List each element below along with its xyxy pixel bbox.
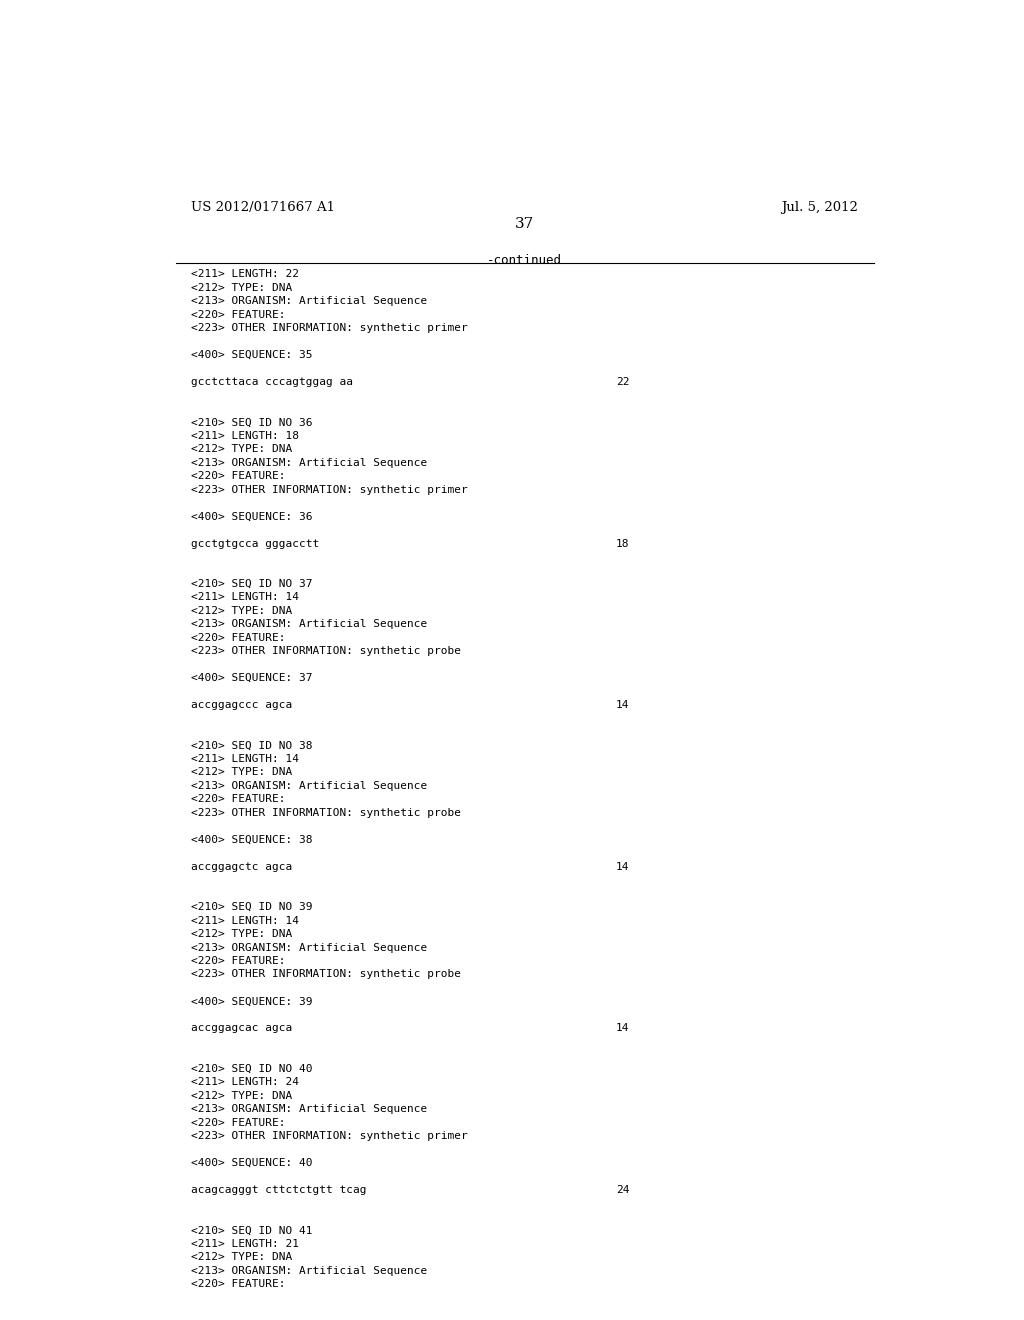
Text: <211> LENGTH: 14: <211> LENGTH: 14 xyxy=(191,593,299,602)
Text: 14: 14 xyxy=(616,862,630,871)
Text: 14: 14 xyxy=(616,1023,630,1034)
Text: <212> TYPE: DNA: <212> TYPE: DNA xyxy=(191,1253,293,1262)
Text: <213> ORGANISM: Artificial Sequence: <213> ORGANISM: Artificial Sequence xyxy=(191,1104,428,1114)
Text: <212> TYPE: DNA: <212> TYPE: DNA xyxy=(191,767,293,777)
Text: <220> FEATURE:: <220> FEATURE: xyxy=(191,632,286,643)
Text: <220> FEATURE:: <220> FEATURE: xyxy=(191,471,286,482)
Text: <210> SEQ ID NO 40: <210> SEQ ID NO 40 xyxy=(191,1064,313,1073)
Text: <211> LENGTH: 21: <211> LENGTH: 21 xyxy=(191,1239,299,1249)
Text: <212> TYPE: DNA: <212> TYPE: DNA xyxy=(191,606,293,616)
Text: US 2012/0171667 A1: US 2012/0171667 A1 xyxy=(191,201,336,214)
Text: acagcagggt cttctctgtt tcag: acagcagggt cttctctgtt tcag xyxy=(191,1185,367,1195)
Text: <213> ORGANISM: Artificial Sequence: <213> ORGANISM: Artificial Sequence xyxy=(191,619,428,630)
Text: 18: 18 xyxy=(616,539,630,549)
Text: <223> OTHER INFORMATION: synthetic primer: <223> OTHER INFORMATION: synthetic prime… xyxy=(191,484,468,495)
Text: <220> FEATURE:: <220> FEATURE: xyxy=(191,956,286,966)
Text: 22: 22 xyxy=(616,378,630,387)
Text: 37: 37 xyxy=(515,218,535,231)
Text: <223> OTHER INFORMATION: synthetic probe: <223> OTHER INFORMATION: synthetic probe xyxy=(191,808,462,818)
Text: <212> TYPE: DNA: <212> TYPE: DNA xyxy=(191,282,293,293)
Text: accggagccc agca: accggagccc agca xyxy=(191,700,293,710)
Text: -continued: -continued xyxy=(487,253,562,267)
Text: <223> OTHER INFORMATION: synthetic probe: <223> OTHER INFORMATION: synthetic probe xyxy=(191,647,462,656)
Text: <400> SEQUENCE: 37: <400> SEQUENCE: 37 xyxy=(191,673,313,684)
Text: <212> TYPE: DNA: <212> TYPE: DNA xyxy=(191,445,293,454)
Text: <212> TYPE: DNA: <212> TYPE: DNA xyxy=(191,929,293,939)
Text: <220> FEATURE:: <220> FEATURE: xyxy=(191,1279,286,1290)
Text: 24: 24 xyxy=(616,1185,630,1195)
Text: <213> ORGANISM: Artificial Sequence: <213> ORGANISM: Artificial Sequence xyxy=(191,781,428,791)
Text: <210> SEQ ID NO 36: <210> SEQ ID NO 36 xyxy=(191,417,313,428)
Text: <400> SEQUENCE: 39: <400> SEQUENCE: 39 xyxy=(191,997,313,1006)
Text: <213> ORGANISM: Artificial Sequence: <213> ORGANISM: Artificial Sequence xyxy=(191,296,428,306)
Text: gcctcttaca cccagtggag aa: gcctcttaca cccagtggag aa xyxy=(191,378,353,387)
Text: Jul. 5, 2012: Jul. 5, 2012 xyxy=(781,201,858,214)
Text: <211> LENGTH: 14: <211> LENGTH: 14 xyxy=(191,916,299,925)
Text: <211> LENGTH: 14: <211> LENGTH: 14 xyxy=(191,754,299,764)
Text: accggagctc agca: accggagctc agca xyxy=(191,862,293,871)
Text: <210> SEQ ID NO 37: <210> SEQ ID NO 37 xyxy=(191,579,313,589)
Text: <213> ORGANISM: Artificial Sequence: <213> ORGANISM: Artificial Sequence xyxy=(191,458,428,467)
Text: <211> LENGTH: 22: <211> LENGTH: 22 xyxy=(191,269,299,280)
Text: <223> OTHER INFORMATION: synthetic probe: <223> OTHER INFORMATION: synthetic probe xyxy=(191,969,462,979)
Text: gcctgtgcca gggacctt: gcctgtgcca gggacctt xyxy=(191,539,319,549)
Text: <210> SEQ ID NO 41: <210> SEQ ID NO 41 xyxy=(191,1225,313,1236)
Text: <223> OTHER INFORMATION: synthetic primer: <223> OTHER INFORMATION: synthetic prime… xyxy=(191,323,468,333)
Text: <213> ORGANISM: Artificial Sequence: <213> ORGANISM: Artificial Sequence xyxy=(191,942,428,953)
Text: <210> SEQ ID NO 39: <210> SEQ ID NO 39 xyxy=(191,902,313,912)
Text: accggagcac agca: accggagcac agca xyxy=(191,1023,293,1034)
Text: <220> FEATURE:: <220> FEATURE: xyxy=(191,310,286,319)
Text: <400> SEQUENCE: 35: <400> SEQUENCE: 35 xyxy=(191,350,313,360)
Text: <211> LENGTH: 18: <211> LENGTH: 18 xyxy=(191,430,299,441)
Text: <212> TYPE: DNA: <212> TYPE: DNA xyxy=(191,1090,293,1101)
Text: <400> SEQUENCE: 40: <400> SEQUENCE: 40 xyxy=(191,1158,313,1168)
Text: <211> LENGTH: 24: <211> LENGTH: 24 xyxy=(191,1077,299,1088)
Text: <223> OTHER INFORMATION: synthetic primer: <223> OTHER INFORMATION: synthetic prime… xyxy=(191,1131,468,1140)
Text: <400> SEQUENCE: 36: <400> SEQUENCE: 36 xyxy=(191,512,313,521)
Text: 14: 14 xyxy=(616,700,630,710)
Text: <210> SEQ ID NO 38: <210> SEQ ID NO 38 xyxy=(191,741,313,751)
Text: <220> FEATURE:: <220> FEATURE: xyxy=(191,795,286,804)
Text: <220> FEATURE:: <220> FEATURE: xyxy=(191,1118,286,1127)
Text: <213> ORGANISM: Artificial Sequence: <213> ORGANISM: Artificial Sequence xyxy=(191,1266,428,1275)
Text: <400> SEQUENCE: 38: <400> SEQUENCE: 38 xyxy=(191,834,313,845)
